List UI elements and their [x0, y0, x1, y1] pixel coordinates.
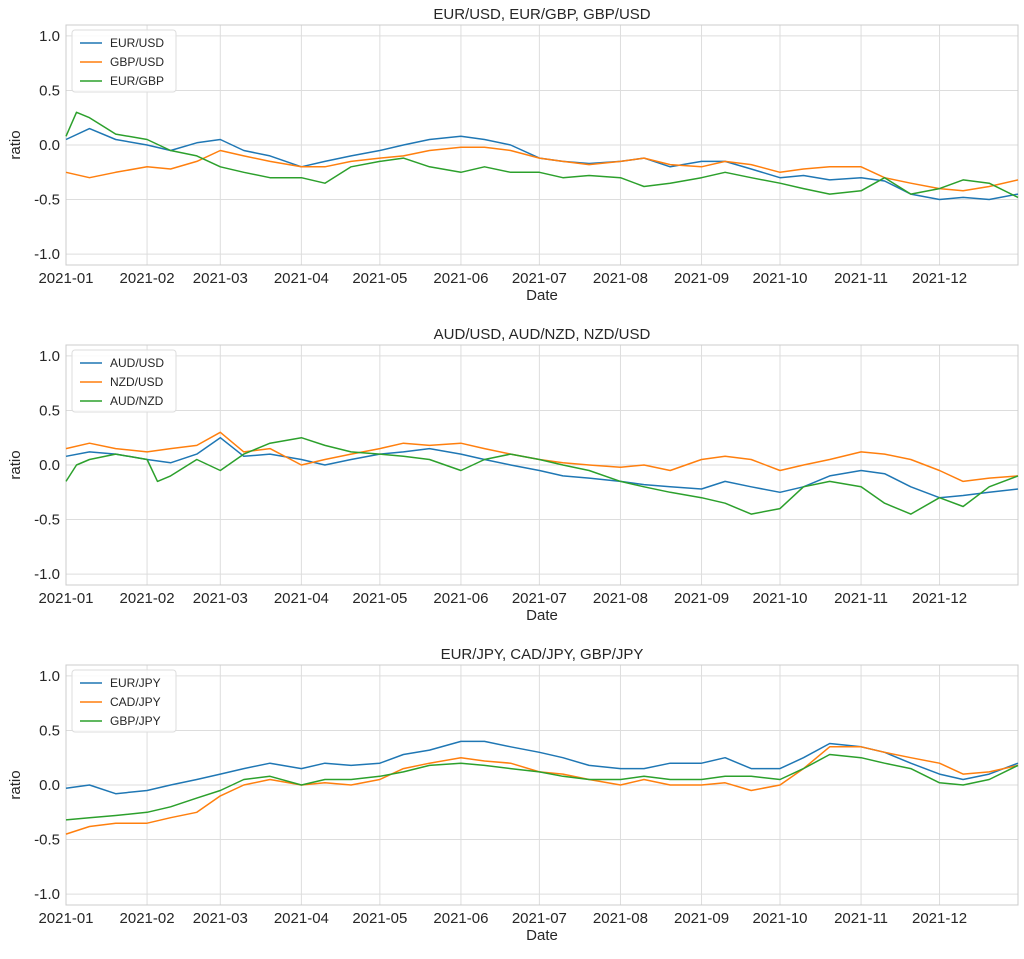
x-tick-label: 2021-10	[752, 270, 807, 287]
y-tick-label: -1.0	[34, 246, 60, 263]
legend-label: GBP/JPY	[110, 714, 161, 728]
x-axis-label: Date	[526, 607, 558, 624]
x-tick-label: 2021-06	[433, 590, 488, 607]
series-line-nzd-usd	[65, 431, 1019, 483]
x-axis-label: Date	[526, 927, 558, 944]
y-tick-label: -1.0	[34, 886, 60, 903]
x-tick-label: 2021-09	[674, 910, 729, 927]
x-tick-label: 2021-04	[274, 590, 329, 607]
legend-label: EUR/JPY	[110, 676, 161, 690]
y-tick-label: 0.0	[39, 137, 60, 154]
x-tick-label: 2021-12	[912, 910, 967, 927]
x-tick-label: 2021-06	[433, 910, 488, 927]
x-tick-label: 2021-01	[38, 270, 93, 287]
legend-label: GBP/USD	[110, 55, 164, 69]
series-line-cad-jpy	[65, 746, 1019, 835]
x-tick-label: 2021-02	[120, 270, 175, 287]
x-tick-label: 2021-04	[274, 270, 329, 287]
x-tick-label: 2021-05	[352, 910, 407, 927]
series-line-eur-usd	[65, 127, 1019, 201]
x-tick-label: 2021-03	[193, 590, 248, 607]
chart-title: EUR/USD, EUR/GBP, GBP/USD	[433, 6, 650, 23]
y-tick-label: 0.5	[39, 722, 60, 739]
series-line-aud-usd	[65, 436, 1019, 499]
legend-label: EUR/USD	[110, 36, 164, 50]
legend-label: CAD/JPY	[110, 695, 161, 709]
plot-frame	[65, 24, 1019, 266]
x-tick-label: 2021-05	[352, 590, 407, 607]
legend: EUR/USD GBP/USD EUR/GBP	[71, 29, 177, 93]
x-tick-label: 2021-11	[834, 590, 888, 607]
y-tick-label: -1.0	[34, 566, 60, 583]
x-tick-label: 2021-06	[433, 270, 488, 287]
chart-title: AUD/USD, AUD/NZD, NZD/USD	[434, 326, 651, 343]
legend-label: NZD/USD	[110, 375, 164, 389]
x-tick-label: 2021-12	[912, 270, 967, 287]
y-axis-label: ratio	[7, 450, 24, 479]
y-tick-label: 1.0	[39, 668, 60, 685]
x-tick-label: 2021-09	[674, 590, 729, 607]
chart-panel-1: 1.0 0.5 0.0 -0.5 -1.0 2021-01 2021-02 2021-03 20…	[7, 6, 1019, 304]
y-axis-label: ratio	[7, 130, 24, 159]
x-tick-label: 2021-11	[834, 270, 888, 287]
x-tick-label: 2021-02	[120, 590, 175, 607]
y-tick-label: -0.5	[34, 512, 60, 529]
plot-frame	[65, 664, 1019, 906]
x-tick-label: 2021-11	[834, 910, 888, 927]
legend-label: EUR/GBP	[110, 74, 164, 88]
chart-title: EUR/JPY, CAD/JPY, GBP/JPY	[441, 646, 644, 663]
x-tick-label: 2021-01	[38, 590, 93, 607]
legend: EUR/JPY CAD/JPY GBP/JPY	[71, 669, 177, 733]
x-tick-label: 2021-07	[512, 270, 567, 287]
chart-panel-2: 1.0 0.5 0.0 -0.5 -1.0 2021-01 2021-02 2021-03 20…	[7, 326, 1019, 624]
legend-label: AUD/NZD	[110, 394, 164, 408]
series-line-aud-nzd	[65, 436, 1019, 515]
y-tick-label: 0.5	[39, 402, 60, 419]
legend-box	[71, 349, 177, 413]
x-tick-label: 2021-04	[274, 910, 329, 927]
chart-panel-3: 1.0 0.5 0.0 -0.5 -1.0 2021-01 2021-02 2021-03 20…	[7, 646, 1019, 944]
x-tick-label: 2021-03	[193, 910, 248, 927]
x-tick-label: 2021-08	[593, 270, 648, 287]
legend-box	[71, 29, 177, 93]
series-line-eur-jpy	[65, 740, 1019, 795]
y-tick-label: 0.0	[39, 457, 60, 474]
y-tick-label: -0.5	[34, 192, 60, 209]
x-tick-label: 2021-07	[512, 590, 567, 607]
x-tick-label: 2021-10	[752, 910, 807, 927]
plot-frame	[65, 344, 1019, 586]
series-line-gbp-jpy	[65, 753, 1019, 821]
x-tick-label: 2021-08	[593, 910, 648, 927]
x-axis-label: Date	[526, 287, 558, 304]
x-tick-label: 2021-03	[193, 270, 248, 287]
y-tick-label: 0.5	[39, 82, 60, 99]
legend-label: AUD/USD	[110, 356, 164, 370]
x-tick-label: 2021-08	[593, 590, 648, 607]
legend-box	[71, 669, 177, 733]
series-line-eur-gbp	[65, 111, 1019, 199]
y-tick-label: 1.0	[39, 28, 60, 45]
legend: AUD/USD NZD/USD AUD/NZD	[71, 349, 177, 413]
x-tick-label: 2021-02	[120, 910, 175, 927]
x-tick-label: 2021-12	[912, 590, 967, 607]
x-tick-label: 2021-07	[512, 910, 567, 927]
y-tick-label: 0.0	[39, 777, 60, 794]
y-tick-label: 1.0	[39, 348, 60, 365]
x-tick-label: 2021-10	[752, 590, 807, 607]
x-tick-label: 2021-09	[674, 270, 729, 287]
y-tick-label: -0.5	[34, 832, 60, 849]
x-tick-label: 2021-05	[352, 270, 407, 287]
series-line-gbp-usd	[65, 146, 1019, 192]
x-tick-label: 2021-01	[38, 910, 93, 927]
y-axis-label: ratio	[7, 770, 24, 799]
